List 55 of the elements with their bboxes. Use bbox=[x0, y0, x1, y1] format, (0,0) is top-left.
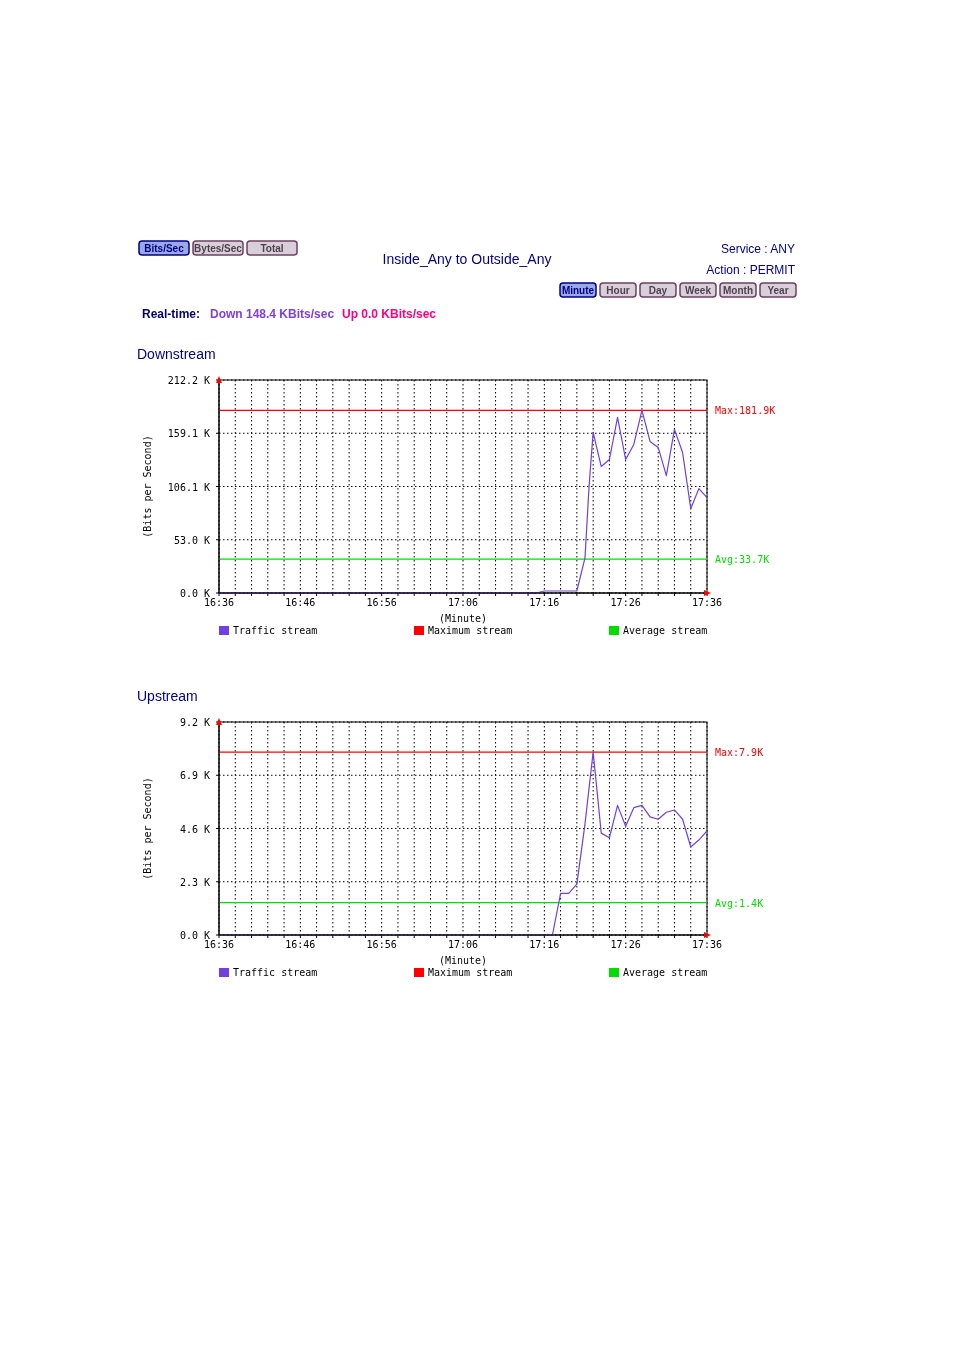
legend-label: Maximum stream bbox=[428, 625, 513, 636]
y-tick-label: 159.1 K bbox=[167, 428, 210, 440]
legend-label: Traffic stream bbox=[233, 625, 318, 636]
x-tick-label: 17:06 bbox=[447, 939, 479, 950]
text: Max:181.9K bbox=[715, 405, 776, 417]
text: Max:7.9K bbox=[715, 747, 764, 759]
y-tick-label: 6.9 K bbox=[179, 770, 210, 782]
x-tick-label: 17:16 bbox=[529, 597, 560, 608]
y-tick-label: 106.1 K bbox=[167, 481, 210, 493]
button: Minute bbox=[559, 282, 597, 298]
text: Service : ANY bbox=[720, 242, 795, 256]
y-tick-label: 212.2 K bbox=[167, 375, 210, 386]
button: Year bbox=[759, 282, 797, 298]
x-axis-title: (Minute) bbox=[438, 955, 488, 966]
x-tick-label: 17:36 bbox=[691, 939, 723, 950]
y-axis-title: (Bits per Second) bbox=[142, 777, 153, 880]
y-tick-label: 0.0 K bbox=[179, 930, 210, 941]
x-tick-label: 17:26 bbox=[610, 939, 641, 950]
button: Bytes/Sec bbox=[192, 240, 244, 256]
text: Action : PERMIT bbox=[706, 263, 796, 277]
button: Bits/Sec bbox=[138, 240, 190, 256]
x-tick-label: 16:36 bbox=[203, 939, 235, 950]
legend-label: Traffic stream bbox=[233, 967, 318, 978]
y-axis-title: (Bits per Second) bbox=[142, 435, 153, 538]
legend-label: Average stream bbox=[623, 967, 708, 978]
x-tick-label: 16:36 bbox=[203, 597, 235, 608]
x-tick-label: 16:46 bbox=[285, 939, 316, 950]
button: Month bbox=[719, 282, 757, 298]
y-tick-label: 2.3 K bbox=[179, 876, 210, 888]
chart-title: Upstream bbox=[137, 688, 198, 704]
x-tick-label: 16:46 bbox=[285, 597, 316, 608]
x-tick-label: 17:36 bbox=[691, 597, 723, 608]
text: Down 148.4 KBits/sec bbox=[210, 307, 335, 321]
button: Total bbox=[246, 240, 298, 256]
chart-title: Downstream bbox=[137, 346, 216, 362]
x-tick-label: 16:56 bbox=[366, 597, 397, 608]
x-tick-label: 16:56 bbox=[366, 939, 397, 950]
y-tick-label: 4.6 K bbox=[179, 823, 210, 835]
y-tick-label: 0.0 K bbox=[179, 588, 210, 599]
text: Avg:1.4K bbox=[715, 897, 764, 909]
y-tick-label: 9.2 K bbox=[179, 717, 210, 728]
text: Real-time: bbox=[142, 307, 201, 321]
x-tick-label: 17:16 bbox=[529, 939, 560, 950]
x-tick-label: 17:06 bbox=[447, 597, 479, 608]
text: Avg:33.7K bbox=[715, 554, 770, 566]
button: Day bbox=[639, 282, 677, 298]
text: Up 0.0 KBits/sec bbox=[342, 307, 437, 321]
y-tick-label: 53.0 K bbox=[173, 534, 210, 546]
text: Inside_Any to Outside_Any bbox=[382, 251, 552, 267]
legend-label: Maximum stream bbox=[428, 967, 513, 978]
x-axis-title: (Minute) bbox=[438, 613, 488, 624]
x-tick-label: 17:26 bbox=[610, 597, 641, 608]
legend-label: Average stream bbox=[623, 625, 708, 636]
button: Hour bbox=[599, 282, 637, 298]
button: Week bbox=[679, 282, 717, 298]
